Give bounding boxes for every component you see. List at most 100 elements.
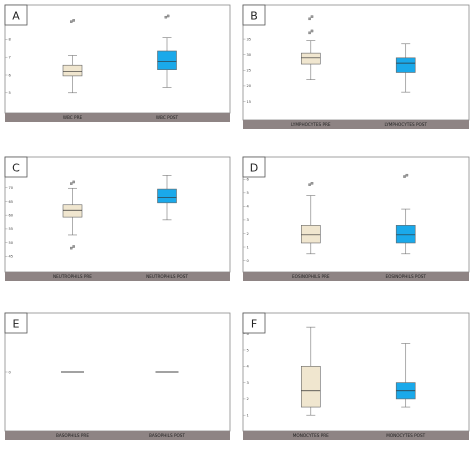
x-category-label: NEUTROPHILS POST bbox=[146, 274, 188, 279]
y-tick-label: 0 bbox=[247, 259, 250, 263]
panel-label: B bbox=[250, 10, 258, 23]
iqr-box bbox=[300, 365, 321, 408]
x-category-label: LYMPHOCYTES POST bbox=[384, 122, 427, 127]
panel-label: E bbox=[13, 318, 20, 331]
y-tick-label: 6 bbox=[9, 73, 12, 77]
plot-area bbox=[242, 4, 470, 121]
y-tick-label: 7 bbox=[9, 56, 11, 60]
box-pre bbox=[62, 180, 83, 250]
iqr-box bbox=[300, 52, 321, 65]
x-category-label: NEUTROPHILS PRE bbox=[53, 274, 92, 279]
outlier-point bbox=[308, 17, 311, 21]
y-tick-label: 15 bbox=[247, 100, 252, 104]
panel-label-box bbox=[4, 312, 28, 334]
box-pre bbox=[62, 19, 83, 94]
box-pre bbox=[300, 326, 321, 416]
box-post bbox=[395, 343, 416, 408]
x-category-label: BASOPHILS PRE bbox=[56, 433, 89, 438]
x-axis-strip bbox=[5, 113, 230, 122]
outlier-point bbox=[72, 19, 75, 22]
panel-label-box bbox=[4, 4, 28, 26]
y-tick-label: 1 bbox=[247, 245, 249, 249]
y-tick-label: 3 bbox=[247, 218, 249, 222]
x-category-label: WBC PRE bbox=[63, 115, 83, 120]
iqr-box bbox=[395, 57, 416, 73]
y-tick-label: 25 bbox=[247, 69, 252, 73]
outlier-point bbox=[310, 182, 314, 185]
box-post bbox=[395, 173, 416, 255]
box-post bbox=[157, 14, 177, 88]
box-post bbox=[395, 43, 416, 93]
x-axis-strip bbox=[243, 272, 469, 281]
y-tick-label: 3 bbox=[247, 381, 249, 385]
outlier-point bbox=[166, 14, 170, 18]
x-category-label: MONOCYTES POST bbox=[386, 433, 425, 438]
iqr-box bbox=[157, 188, 177, 204]
y-tick-label: 2 bbox=[247, 397, 249, 401]
iqr-box bbox=[300, 225, 321, 244]
plot-area bbox=[242, 312, 470, 432]
y-tick-label: 45 bbox=[9, 255, 14, 259]
outlier-point bbox=[72, 245, 75, 248]
y-tick-label: 8 bbox=[9, 38, 12, 42]
outlier-point bbox=[308, 183, 311, 186]
panel-e: 0 BASOPHILS PRE BASOPHILS POST E bbox=[4, 312, 231, 440]
outlier-point bbox=[70, 182, 73, 185]
y-tick-label: 4 bbox=[247, 365, 250, 369]
y-tick-label: 2 bbox=[247, 232, 249, 236]
y-tick-label: 1 bbox=[247, 414, 249, 418]
outlier-point bbox=[403, 175, 406, 178]
outlier-point bbox=[310, 29, 314, 33]
y-tick-label: 30 bbox=[247, 53, 252, 57]
panel-label-box bbox=[242, 4, 266, 26]
panel-c: 45505560657075NEUTROPHILS PRENEUTROPHILS… bbox=[4, 156, 231, 281]
box-pre bbox=[300, 182, 321, 255]
y-tick-label: 4 bbox=[247, 205, 250, 209]
x-category-label: BASOPHILS POST bbox=[149, 433, 185, 438]
panel-d: 0 1 2 3 4 5 6 EOSINOPHILS PRE EOSINOPHILS POST D bbox=[242, 156, 470, 281]
iqr-box bbox=[395, 225, 416, 244]
outlier-point bbox=[308, 31, 311, 35]
box-pre bbox=[300, 15, 321, 80]
panel-label-box bbox=[242, 312, 266, 334]
y-tick-label: 60 bbox=[9, 213, 14, 217]
y-tick-label: 5 bbox=[247, 191, 249, 195]
x-category-label: EOSINOPHILS PRE bbox=[292, 274, 330, 279]
iqr-box bbox=[62, 204, 83, 218]
y-tick-label: 6 bbox=[247, 178, 250, 182]
x-axis-strip bbox=[243, 431, 469, 440]
y-tick-label: 65 bbox=[9, 200, 14, 204]
x-axis-strip bbox=[5, 431, 230, 440]
panel-label: C bbox=[12, 162, 20, 175]
panel-label-box bbox=[4, 156, 28, 178]
x-axis-strip bbox=[5, 272, 230, 281]
y-tick-label: 70 bbox=[9, 186, 14, 190]
y-tick-label: 35 bbox=[247, 37, 252, 41]
plot-area bbox=[4, 312, 231, 432]
x-category-label: LYMPHOCYTES PRE bbox=[291, 122, 331, 127]
y-tick-label: 6 bbox=[247, 332, 250, 336]
outlier-point bbox=[310, 15, 314, 18]
iqr-box bbox=[62, 64, 83, 77]
x-category-label: EOSINOPHILS POST bbox=[385, 274, 426, 279]
panel-f: 1 2 3 4 5 6 MONOCYTES PRE MONOCYTES POST F bbox=[242, 312, 470, 440]
outlier-point bbox=[72, 180, 75, 184]
plot-area bbox=[4, 156, 231, 273]
y-tick-label: 5 bbox=[9, 91, 11, 95]
x-axis-strip bbox=[243, 120, 469, 129]
box-post bbox=[157, 175, 177, 221]
panel-label: A bbox=[12, 10, 20, 23]
y-tick-label: 0 bbox=[9, 370, 12, 374]
iqr-box bbox=[157, 50, 177, 70]
x-category-label: MONOCYTES PRE bbox=[293, 433, 329, 438]
panel-label-box bbox=[242, 156, 266, 178]
outlier-point bbox=[405, 173, 409, 177]
panel-label: F bbox=[251, 318, 257, 331]
outlier-point bbox=[70, 20, 73, 23]
y-tick-label: 55 bbox=[9, 227, 14, 231]
plot-area bbox=[4, 4, 231, 114]
outlier-point bbox=[164, 15, 168, 19]
